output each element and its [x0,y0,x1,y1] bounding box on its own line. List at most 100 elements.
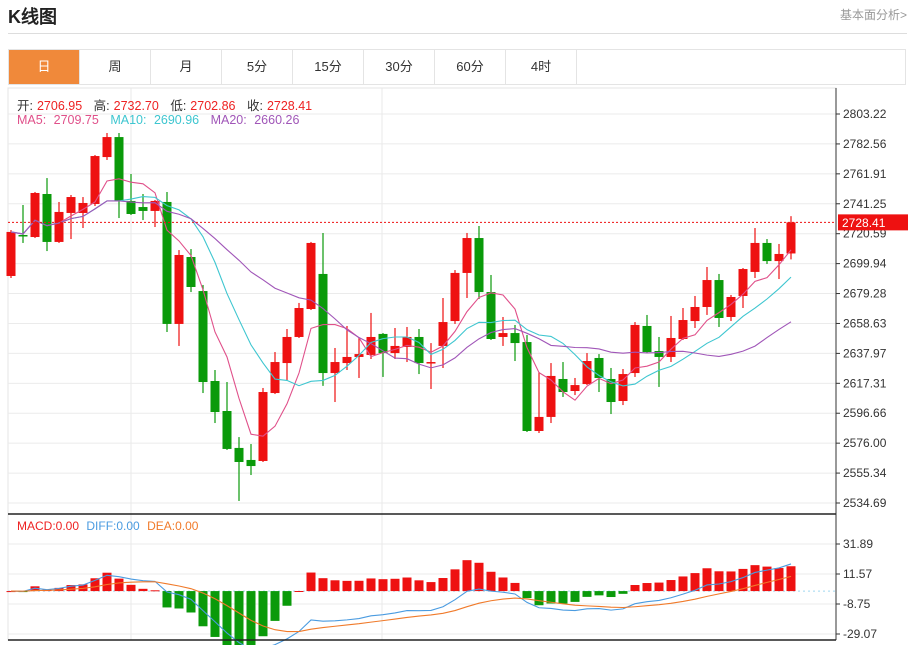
macd-bar-positive [306,572,316,592]
candle-down [606,367,616,415]
candle-body [438,322,448,346]
tab-month[interactable]: 月 [151,50,222,84]
candle-body [714,280,724,318]
macd-bar-positive [354,580,364,592]
macd-bar-positive [714,571,724,592]
candle-down [126,174,136,215]
macd-bar-positive [666,580,676,592]
candle-down [210,370,220,424]
candle-body [30,192,40,238]
candle-body [450,272,460,322]
candle-body [66,197,76,213]
candle-body [342,356,352,364]
tab-4hour[interactable]: 4时 [506,50,577,84]
tab-15min[interactable]: 15分 [293,50,364,84]
candle-down [246,444,256,476]
macd-bar-positive [390,578,400,592]
candle-up [90,155,100,207]
candle-up [450,270,460,324]
candle-down [474,226,484,300]
fundamental-analysis-link[interactable]: 基本面分析> [839,8,907,22]
price-tick-label: 2555.34 [843,466,887,480]
diff-line [10,563,792,645]
candle-body [162,201,172,324]
candle-body [762,242,772,262]
macd-bar-positive [366,578,376,592]
ma10-value: 2690.96 [153,113,200,127]
candle-down [138,193,148,221]
macd-bar-negative [270,591,280,621]
macd-bar-negative [546,591,556,604]
macd-bar-positive [510,582,520,592]
candle-body [462,238,472,273]
price-tick-label: 2741.25 [843,197,887,211]
macd-bar-positive [114,578,124,592]
macd-bar-negative [606,591,616,598]
candle-body [150,200,160,211]
macd-bar-positive [750,565,760,592]
tab-60min[interactable]: 60分 [435,50,506,84]
macd-bar-negative [162,591,172,608]
macd-bar-positive [738,568,748,592]
diff-value: DIFF:0.00 [86,519,140,533]
macd-bar-negative [210,591,220,637]
candle-body [702,280,712,307]
price-tick-label: 2617.31 [843,376,887,390]
candle-body [402,336,412,347]
candle-body [318,273,328,374]
candle-down [18,205,28,243]
candle-down [714,273,724,327]
macd-bar-positive [438,578,448,592]
tab-5min[interactable]: 5分 [222,50,293,84]
candle-up [270,352,280,395]
candle-body [666,337,676,357]
candle-down [510,324,520,362]
candle-up [666,315,676,363]
candle-body [174,254,184,324]
candle-body [474,238,484,293]
candle-body [726,296,736,317]
candle-down [42,178,52,252]
candle-down [522,334,532,433]
candle-up [738,268,748,309]
tab-30min[interactable]: 30分 [364,50,435,84]
macd-bar-positive [138,588,148,592]
candle-body [234,447,244,462]
candle-down [594,354,604,393]
candle-body [606,378,616,403]
macd-bar-positive [426,582,436,592]
macd-bar-positive [786,566,796,592]
candle-body [270,362,280,394]
candle-down [378,333,388,377]
candle-up [294,302,304,338]
candle-body [18,234,28,237]
tab-day[interactable]: 日 [9,50,80,84]
price-tick-label: 2782.56 [843,137,887,151]
candle-body [366,336,376,355]
candle-body [594,357,604,378]
candle-up [30,191,40,239]
candle-up [6,230,16,279]
candle-down [114,133,124,219]
candle-body [534,416,544,431]
price-tick-label: 2699.94 [843,257,887,271]
dea-line [10,575,792,633]
candle-up [462,232,472,299]
candle-body [258,392,268,461]
macd-bar-positive [462,560,472,592]
ma5-line [10,178,792,437]
candle-body [54,211,64,242]
high-label: 高: [93,99,110,113]
candle-up [102,133,112,160]
macd-bar-negative [522,591,532,599]
tab-week[interactable]: 周 [80,50,151,84]
candle-body [102,137,112,158]
plot-frame [7,87,837,641]
macd-bar-negative [222,591,232,645]
candle-body [546,375,556,417]
macd-bar-negative [582,591,592,597]
candle-up [582,353,592,386]
macd-bar-positive [414,580,424,592]
candle-body [642,325,652,353]
